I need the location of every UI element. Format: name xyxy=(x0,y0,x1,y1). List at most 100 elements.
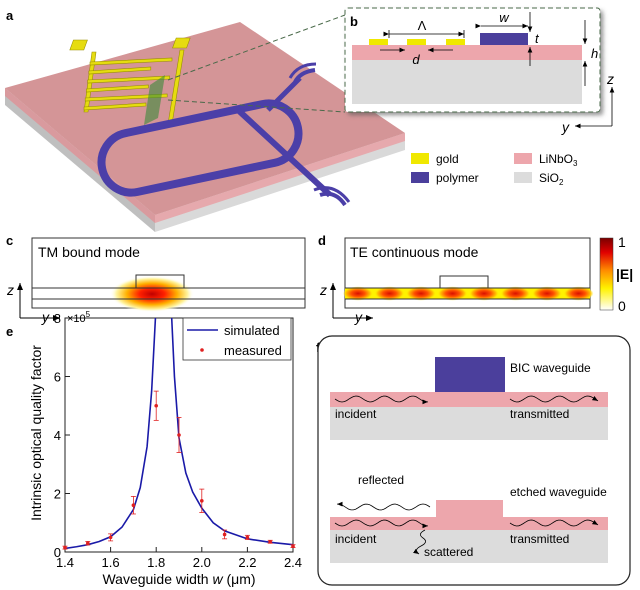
panel-d: d TE continuous mode z y 1 |E| 0 xyxy=(318,233,633,325)
colorbar xyxy=(599,237,614,311)
dim-width: w xyxy=(499,10,510,25)
axis-z: z xyxy=(606,71,614,87)
electrode-finger xyxy=(86,84,149,93)
measured-point xyxy=(177,433,181,437)
polymer-waveguide xyxy=(480,33,528,45)
dim-gap: d xyxy=(412,52,420,67)
measured-point xyxy=(200,499,204,503)
chart-legend: simulated measured xyxy=(182,317,292,361)
measured-point xyxy=(63,545,67,550)
polymer-ring-resonator xyxy=(97,62,351,207)
y-tick-label: 6 xyxy=(54,370,61,385)
te-field-lobe xyxy=(563,286,594,301)
transmitted-wave xyxy=(509,519,599,527)
gold-strip xyxy=(369,39,388,45)
q-factor-chart: 1.4 1.6 1.8 2.0 2.2 2.4 0 2 4 6 8 xyxy=(54,311,302,570)
electrode-finger xyxy=(84,93,168,102)
te-field-lobe xyxy=(406,286,436,301)
dim-period: Λ xyxy=(418,18,427,33)
te-field-lobe xyxy=(437,286,468,301)
waveguide-highlight xyxy=(144,75,165,125)
measured-point xyxy=(245,535,250,540)
panel-a: a xyxy=(5,8,405,232)
y-multiplier: ×105 xyxy=(67,310,91,325)
scattered-label: scattered xyxy=(424,545,473,559)
measured-point xyxy=(291,544,295,548)
x-tick-label: 2.2 xyxy=(238,555,256,570)
axis-y: y xyxy=(561,119,570,135)
gold-strip xyxy=(446,39,465,45)
dim-height: h xyxy=(591,46,598,61)
legend-simulated: simulated xyxy=(224,323,280,338)
y-tick-label: 2 xyxy=(54,487,61,502)
simulated-line xyxy=(65,318,293,550)
etched-label: etched waveguide xyxy=(510,485,607,499)
legend-sio2: SiO2 xyxy=(539,171,564,187)
colorbar-min: 0 xyxy=(618,298,626,314)
legend-gold: gold xyxy=(436,152,459,166)
panel-e: e 1.4 1.6 1.8 2.0 2.2 2.4 0 2 4 6 8 ×105 Waveguide… xyxy=(6,310,302,587)
panel-label-e: e xyxy=(6,324,13,339)
sio2-layer xyxy=(352,60,582,104)
panel-f: f BIC waveguide incident transmitted etc… xyxy=(316,335,631,586)
axis-z: z xyxy=(6,282,14,298)
linbo3-layer xyxy=(352,45,582,60)
incident-label: incident xyxy=(335,532,377,546)
panel-label-a: a xyxy=(6,8,14,23)
gold-electrodes xyxy=(69,37,191,125)
materials-legend: gold polymer LiNbO3 SiO2 xyxy=(411,152,578,187)
tm-mode-field xyxy=(110,276,194,312)
y-axis-label: Intrinsic optical quality factor xyxy=(28,345,44,521)
scattered-wave xyxy=(413,529,426,555)
measured-point xyxy=(86,541,90,546)
panel-label-b: b xyxy=(350,14,358,29)
electrode-finger xyxy=(83,102,147,111)
legend-linbo3: LiNbO3 xyxy=(539,152,578,168)
te-field-lobe xyxy=(469,286,499,301)
colorbar-max: 1 xyxy=(618,234,626,250)
y-tick-label: 4 xyxy=(54,428,61,443)
legend-measured: measured xyxy=(224,343,282,358)
measured-point xyxy=(222,532,227,537)
x-tick-label: 1.4 xyxy=(56,555,74,570)
panel-label-d: d xyxy=(318,233,326,248)
panel-c: c TM bound mode z y xyxy=(6,233,306,325)
bic-label: BIC waveguide xyxy=(510,361,591,375)
te-mode-field xyxy=(343,286,594,301)
measured-point xyxy=(131,503,136,508)
panel-d-title: TE continuous mode xyxy=(350,244,479,260)
legend-polymer: polymer xyxy=(436,171,479,185)
bic-waveguide xyxy=(435,357,505,392)
x-tick-label: 2.4 xyxy=(284,555,302,570)
panel-label-c: c xyxy=(6,233,13,248)
measured-point xyxy=(268,539,273,544)
x-tick-label: 1.6 xyxy=(102,555,120,570)
electrode-finger xyxy=(88,66,152,75)
reflected-label: reflected xyxy=(358,473,404,487)
y-tick-label: 8 xyxy=(54,311,61,326)
incident-wave xyxy=(334,395,428,405)
axis-z: z xyxy=(319,282,327,298)
electrode-finger xyxy=(89,57,173,66)
axis-y: y xyxy=(354,309,363,325)
incident-label: incident xyxy=(335,407,377,421)
incident-wave xyxy=(334,519,428,529)
x-tick-label: 1.8 xyxy=(147,555,165,570)
te-field-lobe xyxy=(374,286,405,301)
x-axis-label: Waveguide width w (μm) xyxy=(102,571,255,587)
reflected-wave xyxy=(337,501,431,511)
te-field-lobe xyxy=(532,286,562,301)
transmitted-wave xyxy=(509,395,599,403)
te-field-lobe xyxy=(500,286,531,301)
zoom-line xyxy=(167,99,346,113)
measured-point xyxy=(108,535,113,540)
panel-c-title: TM bound mode xyxy=(38,244,140,260)
measured-point xyxy=(154,403,158,408)
dim-thickness: t xyxy=(535,31,540,46)
panel-b: b Λ d w t h z y xyxy=(344,7,615,135)
etched-waveguide xyxy=(436,500,503,517)
transmitted-label: transmitted xyxy=(510,407,569,421)
x-tick-label: 2.0 xyxy=(193,555,211,570)
transmitted-label: transmitted xyxy=(510,532,569,546)
